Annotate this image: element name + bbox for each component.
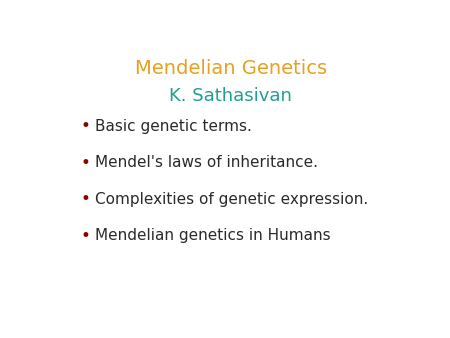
Text: •: •: [81, 154, 90, 172]
Text: Mendel's laws of inheritance.: Mendel's laws of inheritance.: [94, 155, 318, 170]
Text: Mendelian genetics in Humans: Mendelian genetics in Humans: [94, 228, 330, 243]
Text: K. Sathasivan: K. Sathasivan: [169, 88, 292, 105]
Text: •: •: [81, 117, 90, 136]
Text: •: •: [81, 190, 90, 208]
Text: Mendelian Genetics: Mendelian Genetics: [135, 59, 327, 78]
Text: Basic genetic terms.: Basic genetic terms.: [94, 119, 252, 134]
Text: Complexities of genetic expression.: Complexities of genetic expression.: [94, 192, 368, 207]
Text: •: •: [81, 227, 90, 245]
